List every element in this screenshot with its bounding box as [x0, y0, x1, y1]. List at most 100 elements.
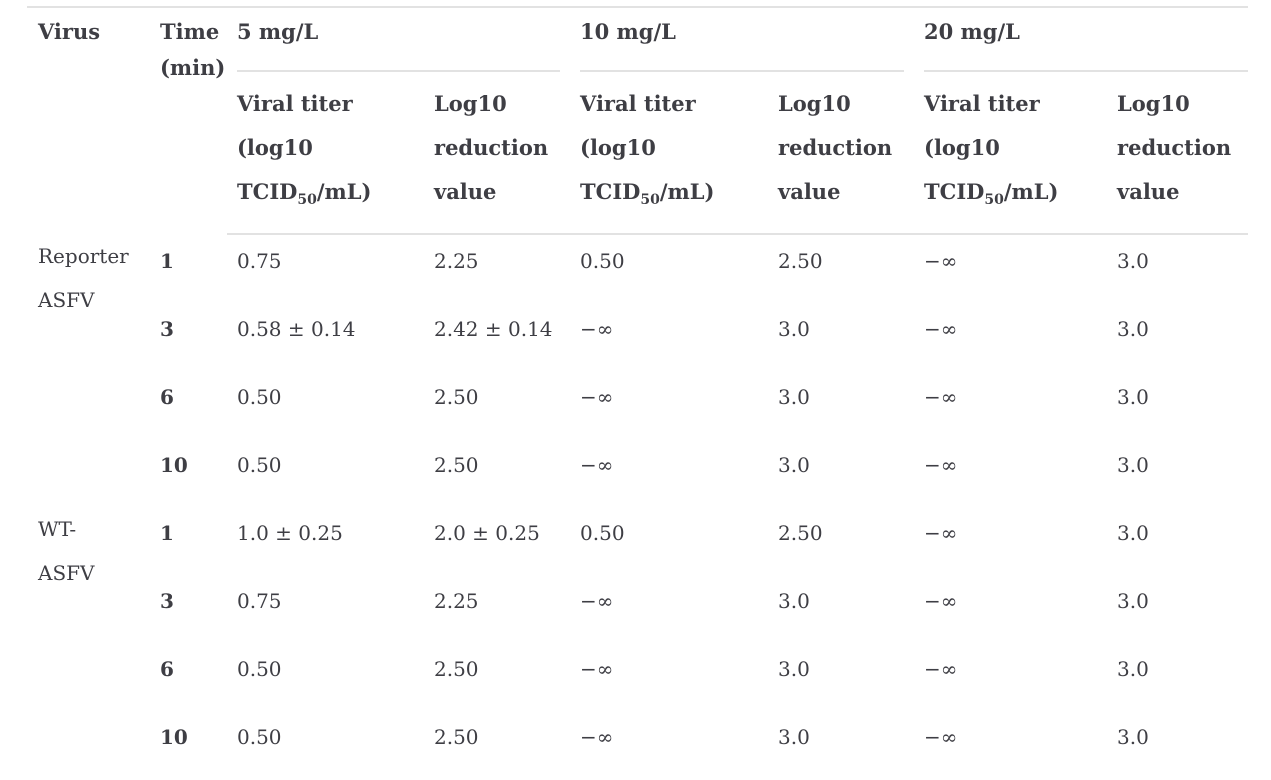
- titer-label-line3-end: /mL): [316, 179, 372, 204]
- lrv-20-cell: 3.0: [1117, 453, 1149, 477]
- titer-5-cell: 0.75: [237, 249, 282, 273]
- table-body: Reporter ASFV 1 0.75 2.25 0.50 2.50 −∞ 3…: [27, 234, 1248, 779]
- data-row: WT- ASFV 1 1.0 ± 0.25 2.0 ± 0.25 0.50 2.…: [27, 507, 1248, 585]
- tcid-subscript: 50: [640, 192, 660, 209]
- lrv-10-cell: 3.0: [778, 385, 810, 409]
- titer-label-line3: TCID: [580, 179, 641, 204]
- lrv-5-cell: 2.50: [434, 657, 479, 681]
- titer-label-line3-end: /mL): [1003, 179, 1059, 204]
- data-row: 6 0.50 2.50 −∞ 3.0 −∞ 3.0: [27, 371, 1248, 439]
- titer-5-cell: 1.0 ± 0.25: [237, 521, 343, 545]
- time-header-line1: Time: [160, 19, 220, 44]
- lrv-20-cell: 3.0: [1117, 725, 1149, 749]
- virus-name-line2: ASFV: [38, 288, 95, 312]
- lrv-label-line3: value: [434, 179, 497, 204]
- titer-20-cell: −∞: [924, 317, 958, 341]
- titer-label-line2: (log10: [580, 135, 656, 160]
- titer-10-cell: −∞: [580, 317, 614, 341]
- lrv-10-cell: 3.0: [778, 589, 810, 613]
- lrv-10-cell: 3.0: [778, 317, 810, 341]
- titer-20-cell: −∞: [924, 249, 958, 273]
- titer-5-cell: 0.58 ± 0.14: [237, 317, 356, 341]
- lrv-label-line1: Log10: [1117, 91, 1190, 116]
- subheader-log-reduction-5: Log10 reduction value: [424, 72, 571, 235]
- lrv-20-cell: 3.0: [1117, 657, 1149, 681]
- titer-20-cell: −∞: [924, 453, 958, 477]
- titer-20-cell: −∞: [924, 385, 958, 409]
- titer-20-cell: −∞: [924, 657, 958, 681]
- virus-header-label: Virus: [38, 19, 101, 44]
- lrv-5-cell: 2.25: [434, 589, 479, 613]
- titer-label-line1: Viral titer: [924, 91, 1040, 116]
- time-cell: 6: [160, 657, 174, 681]
- lrv-20-cell: 3.0: [1117, 385, 1149, 409]
- lrv-10-cell: 2.50: [778, 521, 823, 545]
- subheader-viral-titer-10: Viral titer (log10 TCID50/mL): [570, 72, 769, 235]
- group-header-10mgL-label: 10 mg/L: [580, 8, 905, 72]
- data-row: 3 0.58 ± 0.14 2.42 ± 0.14 −∞ 3.0 −∞ 3.0: [27, 303, 1248, 371]
- virus-name-line2: ASFV: [38, 561, 95, 585]
- subheader-viral-titer-5: Viral titer (log10 TCID50/mL): [227, 72, 424, 235]
- virus-name-line1: Reporter: [38, 244, 129, 268]
- data-row: 6 0.50 2.50 −∞ 3.0 −∞ 3.0: [27, 643, 1248, 711]
- lrv-10-cell: 3.0: [778, 725, 810, 749]
- titer-5-cell: 0.50: [237, 725, 282, 749]
- time-cell: 3: [160, 317, 174, 341]
- table-header: Virus Time (min) 5 mg/L 10 mg/L 20 mg/L …: [27, 7, 1249, 235]
- time-cell: 1: [160, 521, 174, 545]
- time-cell: 6: [160, 385, 174, 409]
- titer-20-cell: −∞: [924, 725, 958, 749]
- col-header-time: Time (min): [149, 7, 227, 234]
- lrv-10-cell: 3.0: [778, 657, 810, 681]
- titer-label-line3-end: /mL): [659, 179, 715, 204]
- time-header-line2: (min): [160, 55, 226, 80]
- lrv-label-line1: Log10: [434, 91, 507, 116]
- titer-label-line1: Viral titer: [237, 91, 353, 116]
- titer-label-line2: (log10: [237, 135, 313, 160]
- subheader-viral-titer-20: Viral titer (log10 TCID50/mL): [914, 72, 1108, 235]
- lrv-label-line3: value: [1117, 179, 1180, 204]
- titer-10-cell: −∞: [580, 657, 614, 681]
- group-header-20mgL: 20 mg/L: [914, 7, 1249, 72]
- lrv-5-cell: 2.0 ± 0.25: [434, 521, 540, 545]
- data-row: 3 0.75 2.25 −∞ 3.0 −∞ 3.0: [27, 575, 1248, 643]
- time-cell: 10: [160, 453, 188, 477]
- titer-20-cell: −∞: [924, 589, 958, 613]
- time-cell: 3: [160, 589, 174, 613]
- data-row: 10 0.50 2.50 −∞ 3.0 −∞ 3.0: [27, 439, 1248, 507]
- lrv-5-cell: 2.50: [434, 453, 479, 477]
- titer-label-line3: TCID: [924, 179, 985, 204]
- titer-10-cell: −∞: [580, 385, 614, 409]
- lrv-label-line1: Log10: [778, 91, 851, 116]
- titer-10-cell: 0.50: [580, 249, 625, 273]
- titer-10-cell: −∞: [580, 453, 614, 477]
- time-cell: 1: [160, 249, 174, 273]
- lrv-20-cell: 3.0: [1117, 249, 1149, 273]
- lrv-20-cell: 3.0: [1117, 589, 1149, 613]
- lrv-10-cell: 2.50: [778, 249, 823, 273]
- titer-5-cell: 0.50: [237, 385, 282, 409]
- group-header-20mgL-label: 20 mg/L: [924, 8, 1249, 72]
- titer-10-cell: −∞: [580, 589, 614, 613]
- lrv-label-line2: reduction: [1117, 135, 1232, 160]
- titer-5-cell: 0.75: [237, 589, 282, 613]
- group-header-5mgL-label: 5 mg/L: [237, 8, 561, 72]
- header-row-groups: Virus Time (min) 5 mg/L 10 mg/L 20 mg/L: [27, 7, 1249, 80]
- lrv-label-line2: reduction: [434, 135, 549, 160]
- lrv-5-cell: 2.42 ± 0.14: [434, 317, 553, 341]
- virus-name-reporter-asfv: Reporter ASFV: [27, 234, 149, 507]
- tcid-subscript: 50: [297, 192, 317, 209]
- titer-20-cell: −∞: [924, 521, 958, 545]
- lrv-5-cell: 2.50: [434, 725, 479, 749]
- lrv-20-cell: 3.0: [1117, 317, 1149, 341]
- titer-label-line1: Viral titer: [580, 91, 696, 116]
- lrv-label-line2: reduction: [778, 135, 893, 160]
- data-row: Reporter ASFV 1 0.75 2.25 0.50 2.50 −∞ 3…: [27, 234, 1248, 312]
- virus-name-line1: WT-: [38, 517, 77, 541]
- lrv-20-cell: 3.0: [1117, 521, 1149, 545]
- lrv-5-cell: 2.25: [434, 249, 479, 273]
- data-row: 10 0.50 2.50 −∞ 3.0 −∞ 3.0: [27, 711, 1248, 779]
- viral-titer-table: Virus Time (min) 5 mg/L 10 mg/L 20 mg/L …: [27, 6, 1249, 779]
- titer-label-line2: (log10: [924, 135, 1000, 160]
- tcid-subscript: 50: [984, 192, 1004, 209]
